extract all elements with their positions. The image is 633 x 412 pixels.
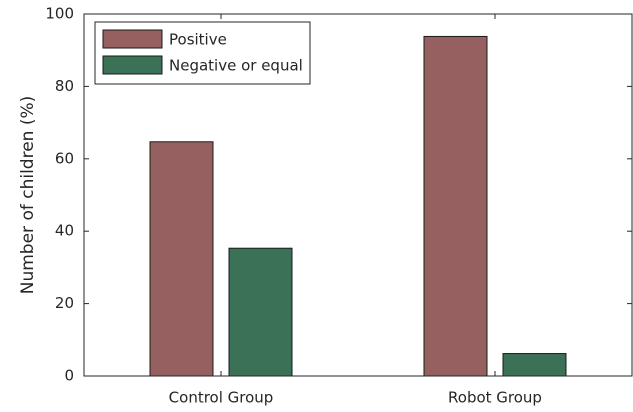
- legend-label: Negative or equal: [169, 57, 303, 75]
- y-tick-label: 0: [64, 367, 74, 385]
- bar: [502, 353, 567, 377]
- bar: [228, 247, 293, 377]
- bar: [423, 35, 488, 377]
- axes-box: [83, 13, 633, 377]
- bar: [149, 141, 214, 377]
- y-tick-label: 100: [45, 5, 74, 23]
- y-tick-label: 20: [55, 294, 74, 312]
- y-tick-label: 40: [55, 222, 74, 240]
- y-tick-label: 80: [55, 77, 74, 95]
- y-tick-label: 60: [55, 149, 74, 167]
- legend-swatch: [102, 29, 163, 49]
- y-axis-label: Number of children (%): [18, 96, 38, 295]
- legend-swatch: [102, 55, 163, 75]
- x-tick-label: Control Group: [169, 389, 274, 407]
- legend-label: Positive: [169, 31, 227, 49]
- x-tick-label: Robot Group: [448, 389, 542, 407]
